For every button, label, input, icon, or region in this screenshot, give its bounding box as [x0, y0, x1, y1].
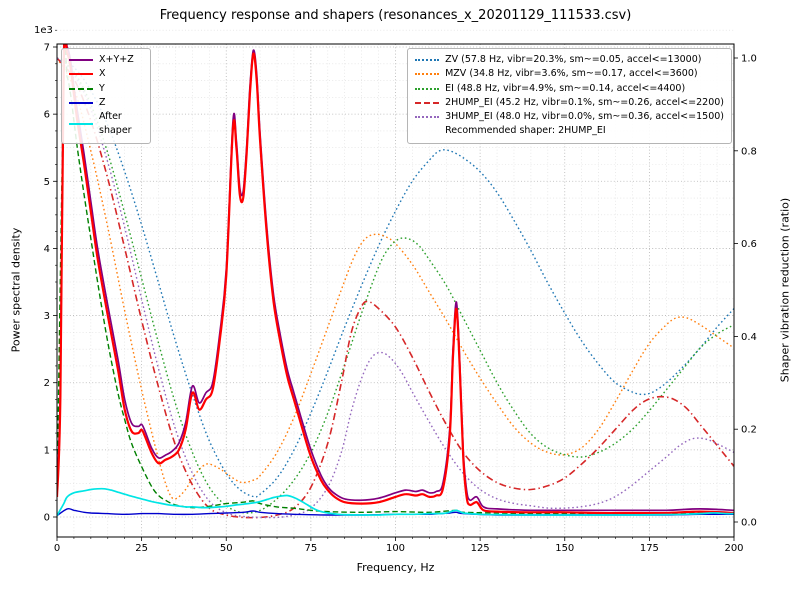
legend-item-ei: EI (48.8 Hz, vibr=4.9%, sm~=0.14, accel<…: [415, 82, 724, 96]
x-tick-label: 50: [220, 543, 233, 554]
legend-item-x: X: [69, 67, 143, 81]
legend-item-x+y+z: X+Y+Z: [69, 53, 143, 67]
legend-line-sample: [69, 101, 93, 104]
legend-line-sample: [415, 87, 440, 90]
legend-line-sample: [415, 116, 440, 119]
y-left-tick-label: 3: [44, 311, 50, 322]
x-tick-label: 25: [135, 543, 148, 554]
legend-label: Z: [99, 96, 106, 108]
y-left-tick-label: 7: [44, 43, 50, 54]
legend-label: 2HUMP_EI (45.2 Hz, vibr=0.1%, sm~=0.26, …: [445, 96, 724, 108]
legend-label: Y: [99, 82, 105, 94]
legend-label: X+Y+Z: [99, 54, 134, 65]
legend-label: MZV (34.8 Hz, vibr=3.6%, sm~=0.17, accel…: [445, 68, 698, 80]
x-axis-label: Frequency, Hz: [356, 561, 435, 574]
tick-marks: [53, 29, 738, 541]
legend-line-sample: [69, 73, 93, 76]
legend-item-zv: ZV (57.8 Hz, vibr=20.3%, sm~=0.05, accel…: [415, 53, 724, 67]
legend-line-sample: [415, 101, 440, 104]
legend-label: EI (48.8 Hz, vibr=4.9%, sm~=0.14, accel<…: [445, 82, 686, 94]
x-tick-label: 0: [54, 543, 60, 554]
legend-item-mzv: MZV (34.8 Hz, vibr=3.6%, sm~=0.17, accel…: [415, 67, 724, 81]
y-axis-right-label: Shaper vibration reduction (ratio): [778, 197, 792, 383]
x-tick-label: 75: [305, 543, 318, 554]
y-right-tick-label: 0.0: [741, 518, 757, 529]
legend-right: ZV (57.8 Hz, vibr=20.3%, sm~=0.05, accel…: [407, 48, 732, 144]
legend-line-sample: [415, 59, 440, 62]
y-right-tick-label: 0.2: [741, 425, 757, 436]
x-tick-label: 150: [555, 543, 574, 554]
legend-line-sample: [69, 59, 93, 62]
recommended-shaper-note: Recommended shaper: 2HUMP_EI: [445, 125, 606, 137]
series-after-shaper: [57, 487, 734, 517]
y-right-tick-label: 0.6: [741, 239, 757, 250]
legend-line-sample: [69, 123, 93, 126]
axis-offset-label: 1e3: [34, 25, 53, 36]
x-tick-label: 200: [724, 543, 743, 554]
legend-label: 3HUMP_EI (48.0 Hz, vibr=0.0%, sm~=0.36, …: [445, 111, 724, 122]
y-right-tick-label: 0.8: [741, 146, 757, 157]
legend-label: ZV (57.8 Hz, vibr=20.3%, sm~=0.05, accel…: [445, 54, 702, 65]
legend-item-y: Y: [69, 82, 143, 96]
legend-item-z: Z: [69, 96, 143, 110]
x-tick-label: 125: [471, 543, 490, 554]
y-left-tick-label: 4: [44, 244, 50, 255]
y-left-tick-label: 5: [44, 177, 50, 188]
y-left-tick-label: 2: [44, 378, 50, 389]
y-left-tick-label: 1: [44, 445, 50, 456]
legend-item-3hump-ei: 3HUMP_EI (48.0 Hz, vibr=0.0%, sm~=0.36, …: [415, 110, 724, 124]
y-right-tick-label: 0.4: [741, 332, 757, 343]
series-x: [57, 44, 734, 515]
legend-item-2hump-ei: 2HUMP_EI (45.2 Hz, vibr=0.1%, sm~=0.26, …: [415, 96, 724, 110]
x-tick-label: 175: [640, 543, 659, 554]
legend-item-after: After shaper: [69, 110, 143, 139]
x-tick-label: 100: [386, 543, 405, 554]
y-left-tick-label: 6: [44, 110, 50, 121]
legend-line-sample: [415, 73, 440, 76]
y-axis-left-label: Power spectral density: [9, 227, 23, 353]
legend-line-sample: [69, 87, 93, 90]
legend-label: After shaper: [99, 111, 132, 137]
series-lines: [57, 44, 734, 519]
tick-labels: 0 25 50 75 100 125 150 175 200 0 1 2 3 4 5 6 7 0.0 0.2 0.4 0…: [44, 43, 757, 555]
y-left-tick-label: 0: [44, 513, 50, 524]
series-y: [57, 47, 734, 515]
y-right-tick-label: 1.0: [741, 54, 757, 65]
chart-title: Frequency response and shapers (resonanc…: [159, 8, 632, 23]
legend-label: X: [99, 68, 106, 80]
legend-left: X+Y+Z X Y Z After shaper: [61, 48, 151, 144]
